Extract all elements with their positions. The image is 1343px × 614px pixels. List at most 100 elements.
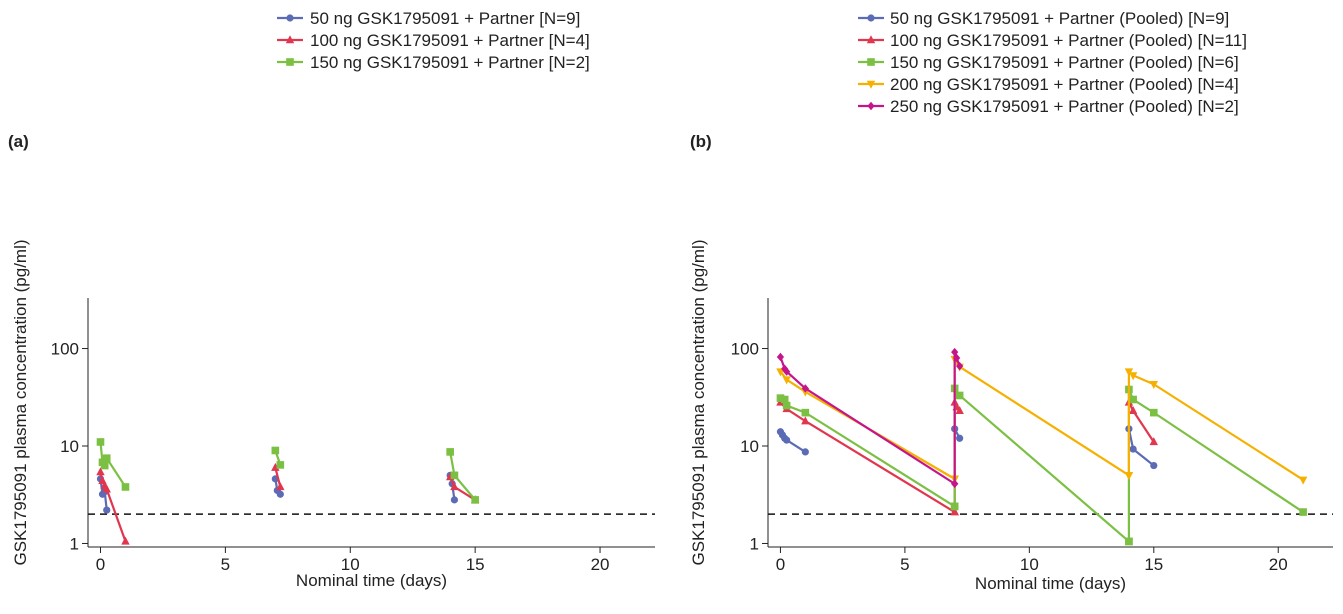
data-point [1149, 408, 1158, 417]
data-point [1124, 368, 1134, 377]
x-tick-label: 10 [341, 555, 360, 574]
legend-swatch-marker [867, 14, 875, 22]
legend-label: 250 ng GSK1795091 + Partner (Pooled) [N=… [890, 97, 1239, 116]
data-point [276, 490, 284, 498]
data-point [1129, 395, 1137, 404]
data-point [96, 438, 105, 446]
data-point [955, 405, 964, 414]
data-point [450, 496, 459, 504]
series-1 [776, 425, 1158, 470]
legend-entry: 50 ng GSK1795091 + Partner [N=9] [277, 9, 580, 28]
legend-swatch-marker [286, 14, 294, 22]
y-tick-label: 1 [750, 534, 759, 553]
legend-label: 150 ng GSK1795091 + Partner [N=2] [310, 53, 590, 72]
data-point [1124, 472, 1134, 481]
data-point [271, 446, 280, 455]
data-point [801, 448, 809, 456]
data-point [801, 416, 810, 425]
data-point [780, 395, 789, 404]
x-tick-label: 15 [1144, 555, 1163, 574]
x-tick-label: 5 [900, 555, 909, 574]
data-point [1125, 537, 1133, 546]
data-point [956, 434, 964, 442]
legend-label: 200 ng GSK1795091 + Partner (Pooled) [N=… [890, 75, 1239, 94]
data-point [955, 391, 964, 400]
y-axis-title: GSK1795091 plasma concentration (pg/ml) [11, 239, 30, 565]
legend-swatch-marker [866, 80, 876, 89]
data-point [1149, 381, 1158, 390]
data-point [776, 394, 785, 402]
legend-label: 50 ng GSK1795091 + Partner (Pooled) [N=9… [890, 9, 1229, 28]
legend-label: 100 ng GSK1795091 + Partner (Pooled) [N=… [890, 31, 1247, 50]
data-point [783, 367, 791, 376]
data-point [121, 536, 130, 545]
legend-swatch-marker [285, 35, 295, 44]
y-tick-label: 10 [60, 437, 79, 456]
series-line [953, 357, 1130, 479]
x-tick-label: 10 [1020, 555, 1039, 574]
chart-panel-a: (a) 0 5 10 15 20 1 10 100 Nominal time (days) GSK1… [8, 9, 655, 590]
data-point [276, 461, 285, 469]
data-point [450, 471, 459, 480]
x-tick-label: 0 [96, 555, 105, 574]
data-point [782, 376, 791, 385]
data-point [783, 436, 791, 444]
data-point [471, 496, 479, 504]
y-tick-label: 100 [51, 340, 79, 359]
data-point [950, 502, 959, 511]
legend-entry: 100 ng GSK1795091 + Partner (Pooled) [N=… [858, 31, 1247, 50]
data-point [956, 361, 964, 371]
data-point [782, 401, 791, 410]
data-point [1150, 461, 1158, 470]
data-point [1129, 445, 1137, 453]
y-tick-label: 100 [731, 340, 759, 359]
chart-panel-b: (b) 0 5 10 15 20 1 10 100 Nominal time (days) GSK1… [689, 9, 1333, 593]
y-tick-label: 10 [740, 437, 759, 456]
series-line [953, 350, 961, 484]
panel-label: (b) [690, 132, 712, 151]
data-point [96, 467, 105, 476]
legend-label: 150 ng GSK1795091 + Partner (Pooled) [N=… [890, 53, 1239, 72]
x-tick-label: 0 [776, 555, 785, 574]
data-point [1128, 405, 1138, 414]
data-point [121, 483, 130, 491]
data-point [1149, 437, 1158, 446]
data-point [100, 461, 109, 470]
legend-entry: 250 ng GSK1795091 + Partner (Pooled) [N=… [858, 97, 1239, 116]
y-tick-label: 1 [70, 534, 79, 553]
series-line [274, 467, 282, 488]
data-point [776, 352, 785, 362]
data-point [1128, 372, 1138, 381]
y-axis-title: GSK1795091 plasma concentration (pg/ml) [689, 239, 708, 565]
series-2 [96, 462, 480, 545]
legend-swatch-marker [286, 58, 294, 66]
x-tick-label: 5 [221, 555, 230, 574]
legend-entry: 200 ng GSK1795091 + Partner (Pooled) [N=… [858, 75, 1239, 94]
data-point [951, 479, 959, 488]
series-line [953, 387, 1130, 543]
legend-entry: 150 ng GSK1795091 + Partner [N=2] [277, 53, 590, 72]
data-point [801, 408, 810, 417]
x-axis-title: Nominal time (days) [296, 571, 447, 590]
data-point [271, 462, 280, 471]
data-point [801, 384, 809, 393]
data-point [1299, 508, 1307, 516]
data-point [276, 482, 285, 491]
data-point [1298, 476, 1308, 485]
data-point [102, 484, 111, 493]
series-3 [96, 438, 479, 504]
legend-entry: 150 ng GSK1795091 + Partner (Pooled) [N=… [858, 53, 1239, 72]
series-5 [776, 347, 964, 488]
x-tick-label: 20 [1269, 555, 1288, 574]
data-point [953, 353, 961, 363]
x-axis-title: Nominal time (days) [975, 574, 1126, 593]
legend-label: 100 ng GSK1795091 + Partner [N=4] [310, 31, 590, 50]
legend-swatch-marker [867, 58, 875, 66]
data-point [103, 506, 111, 514]
legend-entry: 100 ng GSK1795091 + Partner [N=4] [277, 31, 590, 50]
series-3 [776, 384, 1307, 546]
legend-swatch-marker [867, 101, 875, 111]
data-point [450, 482, 459, 491]
data-point [102, 454, 111, 462]
